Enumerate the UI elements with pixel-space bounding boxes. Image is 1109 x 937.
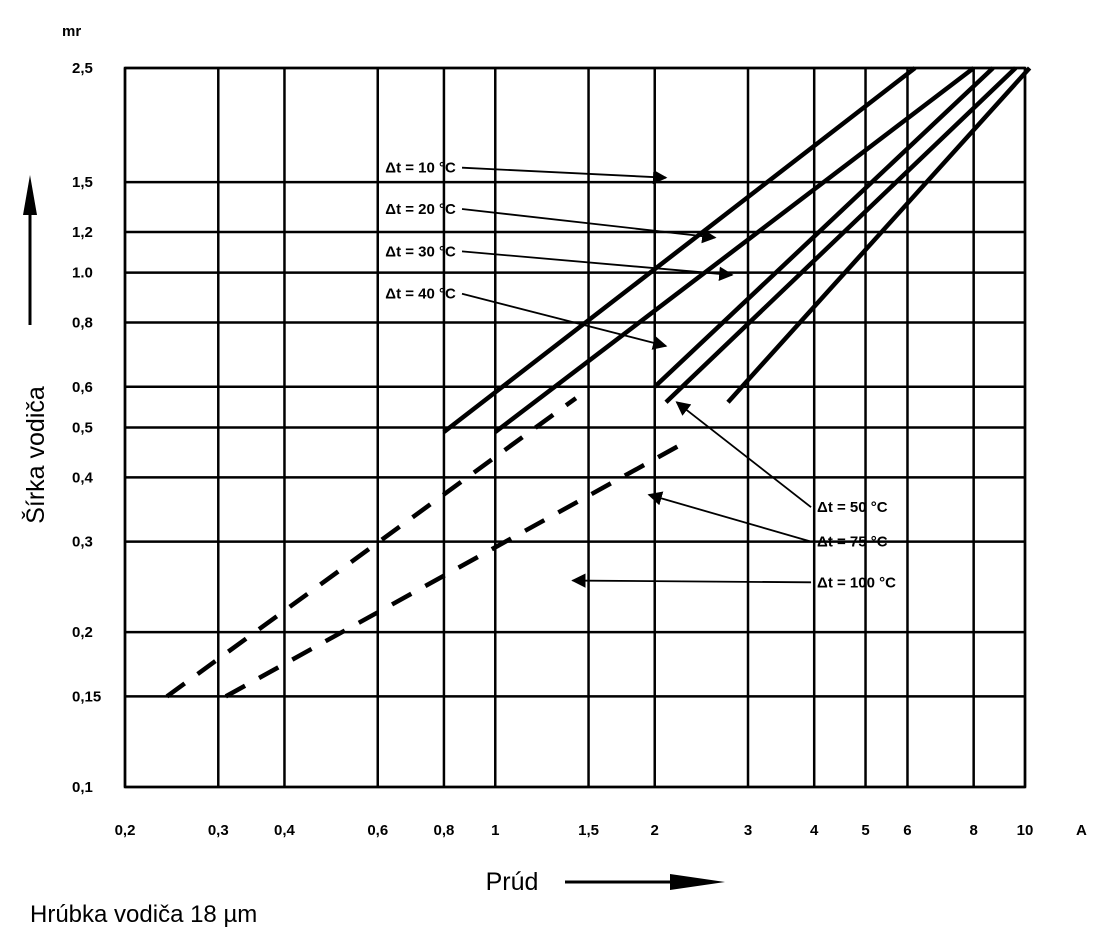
annotation-arrow-1: [461, 166, 668, 185]
x-axis-title: Prúd: [486, 868, 539, 896]
series-line-3: [653, 66, 995, 389]
annotation-arrow-5: [675, 401, 812, 508]
annotation-label-5: Δt = 50 °C: [817, 499, 888, 516]
y-tick-label: 0,2: [72, 624, 93, 641]
series-line-2: [493, 66, 976, 434]
x-tick-label: 10: [1017, 822, 1034, 839]
annotation-arrow-6: [647, 491, 812, 543]
y-tick-label: 0,8: [72, 315, 93, 332]
y-tick-label: 0,5: [72, 420, 93, 437]
x-tick-label: 1,5: [578, 822, 599, 839]
y-tick-label: 0,4: [72, 469, 94, 486]
y-tick-label: 1.0: [72, 265, 93, 282]
annotation-arrow-4: [461, 292, 668, 350]
annotation-arrow-3: [461, 250, 734, 281]
y-tick-label: 0,15: [72, 688, 101, 705]
x-tick-label: 4: [810, 822, 819, 839]
x-tick-label: 0,6: [367, 822, 388, 839]
series-line-5: [726, 66, 1032, 404]
x-tick-label: 0,2: [115, 822, 136, 839]
tick-label-group: 0,2 0,3 0,4 0,6 0,8 1 1,5 2 3 4 5 6 8 10 0,1 0,15 0,2 0,3…: [72, 60, 1033, 839]
x-tick-label: 8: [969, 822, 977, 839]
x-tick-label: 3: [744, 822, 752, 839]
series-line-6: [165, 396, 578, 699]
annotation-label-4: Δt = 40 °C: [385, 286, 456, 303]
annotation-label-2: Δt = 20 °C: [385, 201, 456, 218]
y-tick-label: 0,6: [72, 379, 93, 396]
chart-caption: Hrúbka vodiča 18 µm: [30, 901, 257, 928]
annotation-label-7: Δt = 100 °C: [817, 574, 896, 591]
x-tick-label: 0,8: [434, 822, 455, 839]
annotation-label-1: Δt = 10 °C: [385, 160, 456, 177]
y-unit-label: mr: [62, 23, 81, 40]
annotation-label-6: Δt = 75 °C: [817, 534, 888, 551]
annotation-arrow-7: [571, 573, 812, 588]
x-tick-label: 2: [651, 822, 659, 839]
annotation-group: Δt = 10 °C Δt = 20 °C Δt = 30 °C Δt = 40 °C…: [385, 160, 896, 592]
x-tick-label: 1: [491, 822, 499, 839]
x-tick-label: 0,3: [208, 822, 229, 839]
y-axis-title: Šírka vodiča: [21, 386, 50, 524]
y-tick-label: 0,3: [72, 534, 93, 551]
y-tick-label: 1,2: [72, 224, 93, 241]
series-line-7: [224, 439, 688, 699]
y-tick-label: 1,5: [72, 174, 93, 191]
y-tick-label: 0,1: [72, 779, 93, 796]
x-tick-label: 0,4: [274, 822, 296, 839]
annotation-label-3: Δt = 30 °C: [385, 243, 456, 260]
y-axis-direction-arrow: [23, 175, 37, 325]
series-group: [165, 66, 1032, 699]
x-tick-label: 5: [861, 822, 869, 839]
x-unit-label: A: [1076, 822, 1087, 839]
annotation-arrow-2: [461, 208, 717, 244]
x-axis-direction-arrow: [565, 874, 725, 890]
series-line-1: [442, 66, 917, 434]
series-line-4: [664, 66, 1018, 404]
x-tick-label: 6: [903, 822, 911, 839]
y-tick-label: 2,5: [72, 60, 93, 77]
